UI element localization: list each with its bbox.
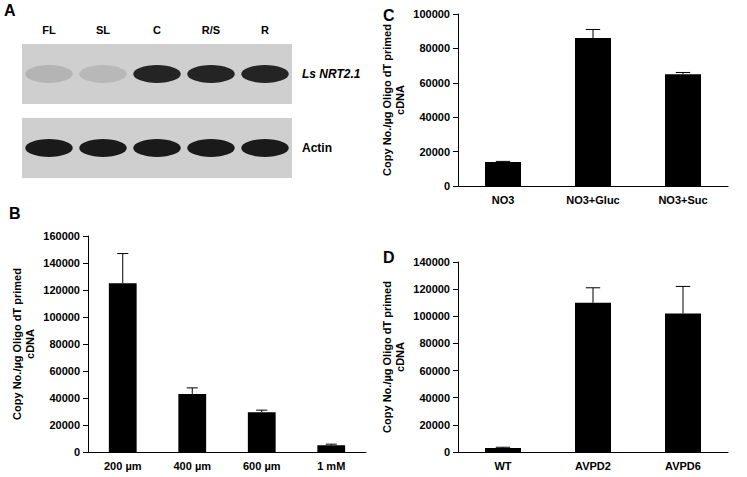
svg-text:AVPD6: AVPD6 — [665, 460, 701, 472]
svg-text:140000: 140000 — [413, 256, 450, 268]
svg-text:100000: 100000 — [43, 311, 80, 323]
svg-text:80000: 80000 — [419, 337, 450, 349]
svg-text:A: A — [4, 2, 16, 19]
svg-text:D: D — [383, 249, 395, 266]
svg-text:FL: FL — [42, 24, 56, 36]
svg-text:C: C — [383, 7, 395, 24]
svg-text:100000: 100000 — [413, 310, 450, 322]
svg-text:0: 0 — [444, 180, 450, 192]
svg-text:400 µm: 400 µm — [173, 460, 211, 472]
svg-text:60000: 60000 — [419, 365, 450, 377]
svg-text:R: R — [261, 24, 269, 36]
svg-text:R/S: R/S — [202, 24, 220, 36]
svg-text:80000: 80000 — [419, 42, 450, 54]
svg-text:B: B — [9, 205, 21, 222]
svg-text:Copy No./µg Oligo dT primed: Copy No./µg Oligo dT primed — [11, 268, 23, 420]
svg-text:1 mM: 1 mM — [317, 460, 345, 472]
svg-text:WT: WT — [494, 460, 511, 472]
svg-text:140000: 140000 — [43, 257, 80, 269]
svg-text:cDNA: cDNA — [24, 329, 36, 359]
svg-text:NO3+Suc: NO3+Suc — [658, 194, 707, 206]
svg-text:600 µm: 600 µm — [243, 460, 281, 472]
svg-text:NO3+Gluc: NO3+Gluc — [566, 194, 620, 206]
svg-text:200 µm: 200 µm — [104, 460, 142, 472]
svg-text:cDNA: cDNA — [394, 342, 406, 372]
svg-text:Ls NRT2.1: Ls NRT2.1 — [302, 67, 361, 81]
svg-text:60000: 60000 — [419, 77, 450, 89]
svg-text:80000: 80000 — [49, 338, 80, 350]
svg-text:100000: 100000 — [413, 8, 450, 20]
svg-text:SL: SL — [96, 24, 110, 36]
svg-text:120000: 120000 — [43, 284, 80, 296]
svg-text:40000: 40000 — [419, 111, 450, 123]
svg-text:120000: 120000 — [413, 283, 450, 295]
svg-text:AVPD2: AVPD2 — [575, 460, 611, 472]
svg-text:cDNA: cDNA — [394, 85, 406, 115]
svg-text:40000: 40000 — [49, 392, 80, 404]
svg-text:NO3: NO3 — [492, 194, 515, 206]
svg-text:40000: 40000 — [419, 392, 450, 404]
svg-text:20000: 20000 — [419, 419, 450, 431]
svg-text:20000: 20000 — [49, 419, 80, 431]
svg-text:0: 0 — [444, 446, 450, 458]
svg-text:60000: 60000 — [49, 365, 80, 377]
svg-text:0: 0 — [74, 446, 80, 458]
svg-text:160000: 160000 — [43, 230, 80, 242]
svg-text:Copy No./µg Oligo dT primed: Copy No./µg Oligo dT primed — [381, 281, 393, 433]
svg-text:C: C — [153, 24, 161, 36]
svg-text:Copy No./µg Oligo dT primed: Copy No./µg Oligo dT primed — [381, 24, 393, 176]
svg-text:20000: 20000 — [419, 146, 450, 158]
svg-text:Actin: Actin — [302, 141, 332, 155]
